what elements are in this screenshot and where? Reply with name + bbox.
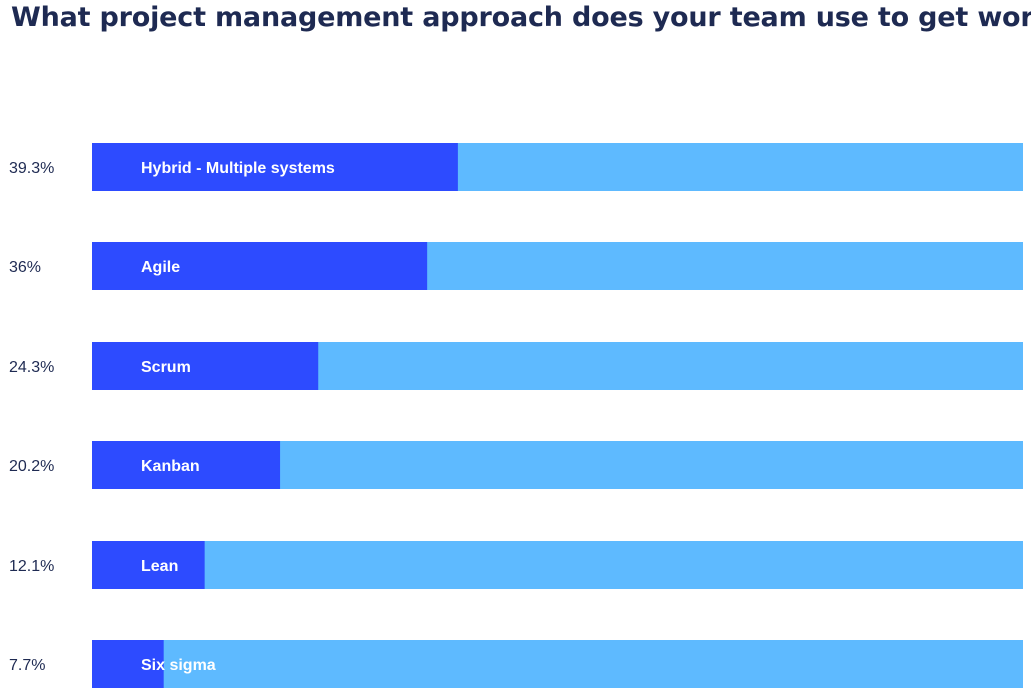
bar-row: 24.3% Scrum	[9, 342, 1023, 390]
bar	[92, 143, 458, 191]
category-label: Scrum	[141, 359, 191, 376]
category-label: Six sigma	[141, 657, 216, 674]
bar	[92, 242, 428, 290]
value-label: 39.3%	[9, 160, 54, 177]
value-label: 12.1%	[9, 558, 54, 575]
bar	[92, 541, 205, 589]
category-label: Hybrid - Multiple systems	[141, 160, 335, 177]
bar-row: 7.7% Six sigma	[9, 640, 1023, 688]
bar-track	[92, 640, 1023, 688]
chart-title: What project management approach does yo…	[11, 2, 1031, 33]
bar-row: 36% Agile	[9, 242, 1023, 290]
category-label: Kanban	[141, 458, 200, 475]
bar-row: 12.1% Lean	[9, 541, 1023, 589]
bar	[92, 342, 319, 390]
category-label: Lean	[141, 558, 178, 575]
category-label: Agile	[141, 259, 180, 276]
bar	[92, 640, 164, 688]
bar-track	[92, 541, 1023, 589]
bar	[92, 441, 281, 489]
value-label: 24.3%	[9, 359, 54, 376]
bar-row: 39.3% Hybrid - Multiple systems	[9, 143, 1023, 191]
value-label: 7.7%	[9, 657, 45, 674]
value-label: 20.2%	[9, 458, 54, 475]
bar-row: 20.2% Kanban	[9, 441, 1023, 489]
value-label: 36%	[9, 259, 41, 276]
